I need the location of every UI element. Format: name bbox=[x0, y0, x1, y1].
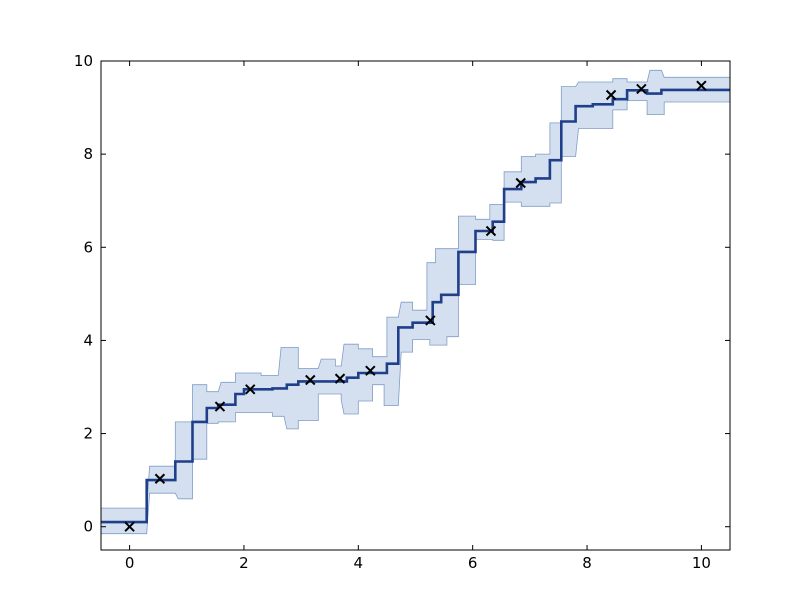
plot-area bbox=[101, 69, 730, 535]
y-tick-label: 0 bbox=[83, 518, 93, 536]
mean-line bbox=[101, 88, 730, 524]
observation-marker-4 bbox=[305, 374, 316, 386]
confidence-band bbox=[101, 69, 730, 535]
y-tick-label: 2 bbox=[83, 425, 93, 443]
x-tick-label: 8 bbox=[582, 554, 592, 572]
y-tick-label: 8 bbox=[83, 145, 93, 163]
x-tick-label: 6 bbox=[468, 554, 478, 572]
observation-marker-8 bbox=[485, 225, 497, 237]
y-tick-label: 6 bbox=[83, 238, 93, 256]
x-tick-label: 2 bbox=[239, 554, 249, 572]
x-tick-label: 4 bbox=[354, 554, 364, 572]
y-tick-label: 4 bbox=[83, 331, 93, 349]
x-tick-label: 10 bbox=[692, 554, 711, 572]
observation-marker-9 bbox=[515, 177, 526, 189]
x-tick-label: 0 bbox=[125, 554, 135, 572]
observation-marker-2 bbox=[214, 401, 226, 412]
observation-marker-7 bbox=[425, 315, 436, 326]
observation-marker-12 bbox=[696, 80, 707, 91]
observation-marker-10 bbox=[605, 89, 617, 101]
plot-content bbox=[101, 69, 730, 535]
observation-marker-11 bbox=[636, 83, 647, 95]
axes-frame bbox=[100, 60, 731, 551]
observation-marker-5 bbox=[334, 373, 346, 384]
observation-marker-3 bbox=[245, 384, 256, 395]
observation-marker-0 bbox=[124, 521, 135, 532]
y-tick-label: 10 bbox=[74, 52, 93, 70]
observation-marker-1 bbox=[154, 473, 166, 484]
observation-marker-6 bbox=[365, 365, 376, 376]
axes-layer: 0 2 4 6 8 10 0 2 4 6 8 10 bbox=[74, 52, 731, 572]
